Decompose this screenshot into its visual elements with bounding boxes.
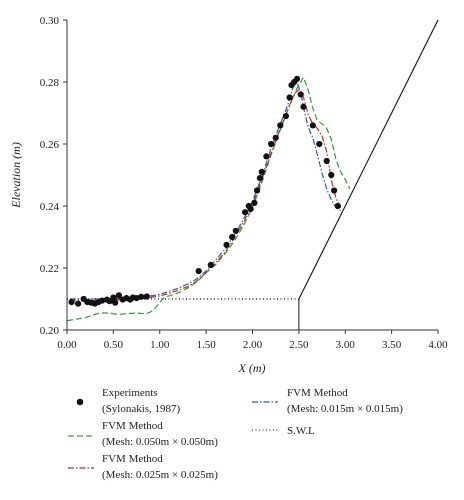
legend-label-mesh-050: FVM Method <box>102 420 163 432</box>
x-axis-label: X (m) <box>238 361 266 375</box>
data-point-exp <box>223 241 230 248</box>
legend-label-mesh-025: FVM Method <box>102 453 163 465</box>
data-point-exp <box>242 209 249 216</box>
data-point-exp <box>258 168 265 175</box>
data-point-exp <box>115 292 122 299</box>
data-point-exp <box>256 175 263 182</box>
x-tick-label: 1.50 <box>197 339 217 351</box>
beach-slope-line <box>298 19 439 300</box>
x-tick-label: 0.00 <box>57 339 77 351</box>
legend-item-experiments: Experiments (Sylonakis, 1987) <box>76 387 181 415</box>
y-tick-label: 0.20 <box>40 325 60 337</box>
data-point-exp <box>99 297 106 304</box>
series-line-mesh050 <box>66 76 351 322</box>
data-point-exp <box>251 199 258 206</box>
data-point-exp <box>110 294 117 301</box>
series-line-mesh025 <box>69 88 342 302</box>
legend: Experiments (Sylonakis, 1987) FVM Method… <box>68 387 403 481</box>
y-tick-label: 0.22 <box>40 263 59 275</box>
y-tick-labels: 0.20 0.22 0.24 0.26 0.28 0.30 <box>40 15 67 337</box>
data-point-exp <box>272 134 279 141</box>
data-point-exp <box>268 140 275 148</box>
x-tick-label: 2.00 <box>243 339 263 351</box>
legend-item-mesh-050: FVM Method (Mesh: 0.050m × 0.050m) <box>68 420 218 448</box>
legend-sublabel-mesh-015: (Mesh: 0.015m × 0.015m) <box>287 403 403 415</box>
data-point-exp <box>112 299 119 306</box>
data-point-exp <box>254 187 261 194</box>
data-point-exp <box>309 122 316 129</box>
data-point-exp <box>232 227 239 234</box>
data-point-exp <box>75 300 82 307</box>
x-tick-label: 3.00 <box>336 339 356 351</box>
data-point-exp <box>229 233 236 241</box>
data-point-exp <box>293 75 301 82</box>
x-tick-labels: 0.00 0.50 1.00 1.50 2.00 2.50 3.00 3.50 4.00 <box>57 330 448 351</box>
y-tick-label: 0.30 <box>40 15 60 27</box>
legend-sublabel-mesh-025: (Mesh: 0.025m × 0.025m) <box>102 469 218 481</box>
x-tick-label: 2.50 <box>289 339 309 351</box>
legend-label-swl: S.W.L <box>287 425 315 437</box>
data-point-exp <box>247 206 254 213</box>
y-tick-label: 0.24 <box>40 201 60 213</box>
data-point-exp <box>263 153 270 160</box>
plot-area <box>66 19 439 330</box>
data-point-exp <box>334 202 341 210</box>
axes <box>66 20 438 331</box>
legend-sublabel-experiments: (Sylonakis, 1987) <box>102 403 181 415</box>
data-point-exp <box>328 171 335 179</box>
x-tick-label: 3.50 <box>382 339 402 351</box>
legend-label-experiments: Experiments <box>102 387 158 399</box>
data-point-exp <box>138 293 145 300</box>
data-point-exp <box>300 103 307 110</box>
data-point-exp <box>297 91 304 98</box>
data-point-exp <box>282 113 289 120</box>
legend-item-swl: S.W.L <box>252 425 315 437</box>
legend-label-mesh-015: FVM Method <box>287 387 348 399</box>
y-tick-label: 0.28 <box>40 77 60 89</box>
y-tick-label: 0.26 <box>40 139 60 151</box>
data-point-exp <box>68 299 75 306</box>
data-point-exp <box>207 261 214 268</box>
legend-item-mesh-025: FVM Method (Mesh: 0.025m × 0.025m) <box>68 453 218 481</box>
x-tick-label: 0.50 <box>104 339 124 351</box>
legend-item-mesh-015: FVM Method (Mesh: 0.015m × 0.015m) <box>252 387 403 415</box>
series-line-mesh015 <box>69 80 341 300</box>
data-point-exp <box>331 187 338 194</box>
legend-marker-experiments <box>76 398 84 406</box>
data-point-exp <box>323 157 330 165</box>
data-point-exp <box>195 268 202 275</box>
data-point-exp <box>286 94 293 101</box>
legend-sublabel-mesh-050: (Mesh: 0.050m × 0.050m) <box>102 436 218 448</box>
x-tick-label: 4.00 <box>428 339 448 351</box>
data-point-exp <box>143 293 150 300</box>
data-point-exp <box>277 122 284 129</box>
x-tick-label: 1.00 <box>150 339 170 351</box>
data-point-exp <box>316 140 323 148</box>
y-axis-label: Elevation (m) <box>9 142 23 209</box>
